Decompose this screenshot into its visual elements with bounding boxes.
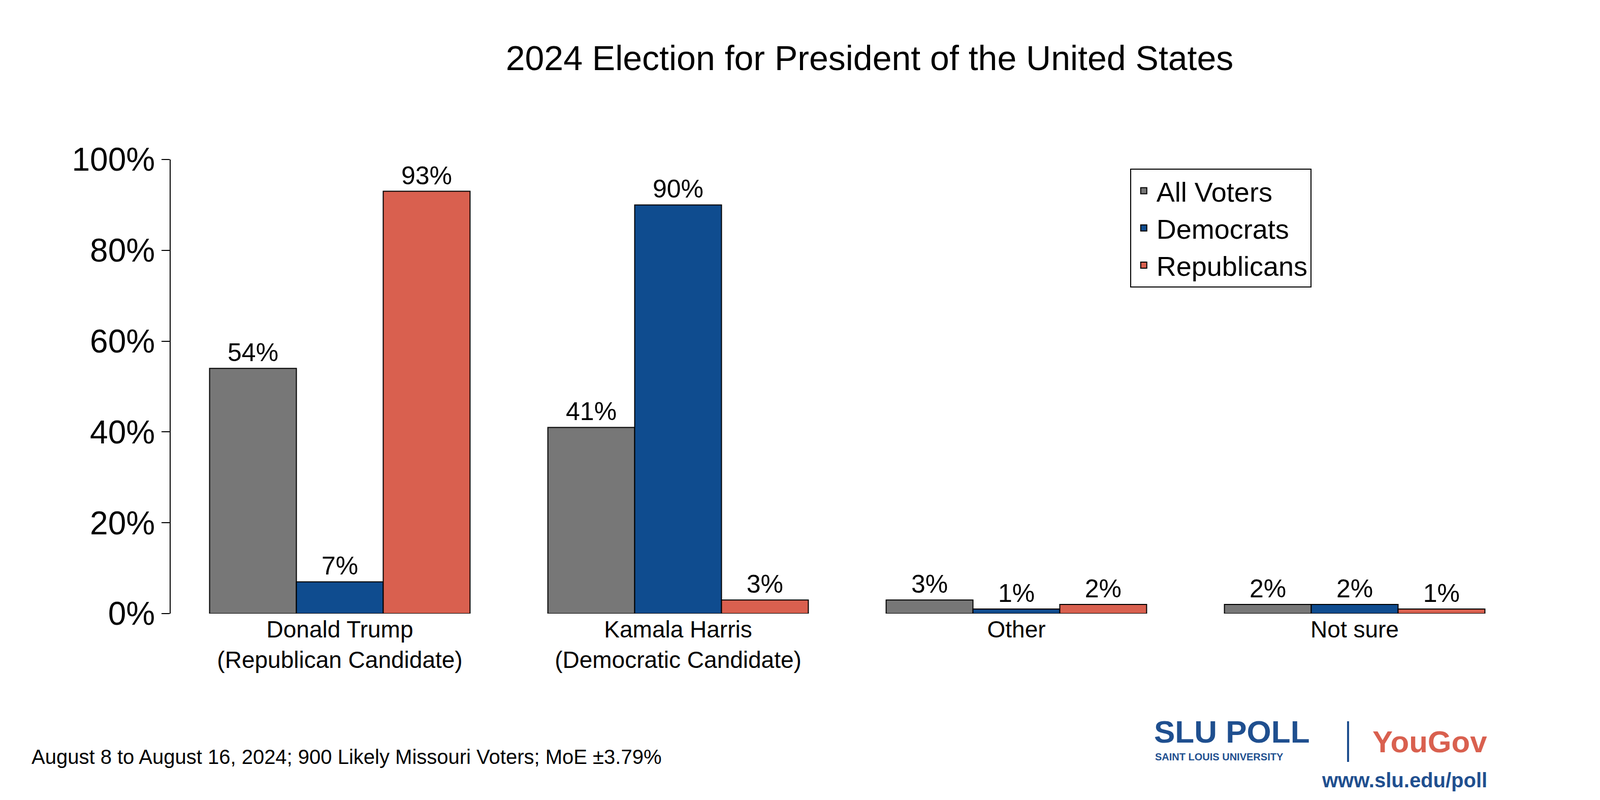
svg-text:41%: 41% (565, 397, 617, 426)
svg-text:40%: 40% (89, 413, 155, 451)
svg-text:3%: 3% (911, 569, 948, 599)
svg-text:93%: 93% (401, 161, 453, 190)
svg-text:0%: 0% (108, 595, 156, 632)
svg-text:60%: 60% (89, 323, 155, 360)
svg-text:1%: 1% (1423, 579, 1460, 608)
svg-text:2%: 2% (1249, 574, 1287, 603)
svg-text:SAINT LOUIS UNIVERSITY: SAINT LOUIS UNIVERSITY (1155, 751, 1284, 763)
svg-text:2024 Election for President of: 2024 Election for President of the Unite… (505, 38, 1234, 78)
svg-text:2%: 2% (1084, 574, 1122, 603)
svg-text:80%: 80% (89, 232, 155, 269)
svg-text:YouGov: YouGov (1372, 724, 1488, 759)
svg-text:1%: 1% (998, 579, 1035, 608)
svg-text:2%: 2% (1336, 574, 1373, 603)
svg-text:Other: Other (986, 616, 1046, 643)
svg-text:SLU POLL: SLU POLL (1154, 714, 1310, 750)
svg-text:3%: 3% (746, 569, 784, 599)
svg-text:54%: 54% (227, 338, 279, 367)
svg-text:Not sure: Not sure (1310, 616, 1399, 643)
svg-text:20%: 20% (89, 504, 155, 542)
svg-text:All Voters: All Voters (1156, 176, 1273, 208)
svg-text:100%: 100% (72, 141, 156, 178)
svg-text:7%: 7% (321, 551, 359, 581)
svg-text:Donald Trump(Republican Candid: Donald Trump(Republican Candidate) (216, 616, 463, 674)
svg-text:August 8 to August 16, 2024; 9: August 8 to August 16, 2024; 900 Likely … (31, 745, 662, 768)
svg-text:www.slu.edu/poll: www.slu.edu/poll (1321, 769, 1488, 792)
svg-text:Democrats: Democrats (1156, 213, 1290, 245)
svg-text:Republicans: Republicans (1156, 250, 1308, 282)
svg-text:90%: 90% (652, 174, 704, 204)
svg-text:Kamala Harris(Democratic Candi: Kamala Harris(Democratic Candidate) (554, 616, 802, 674)
